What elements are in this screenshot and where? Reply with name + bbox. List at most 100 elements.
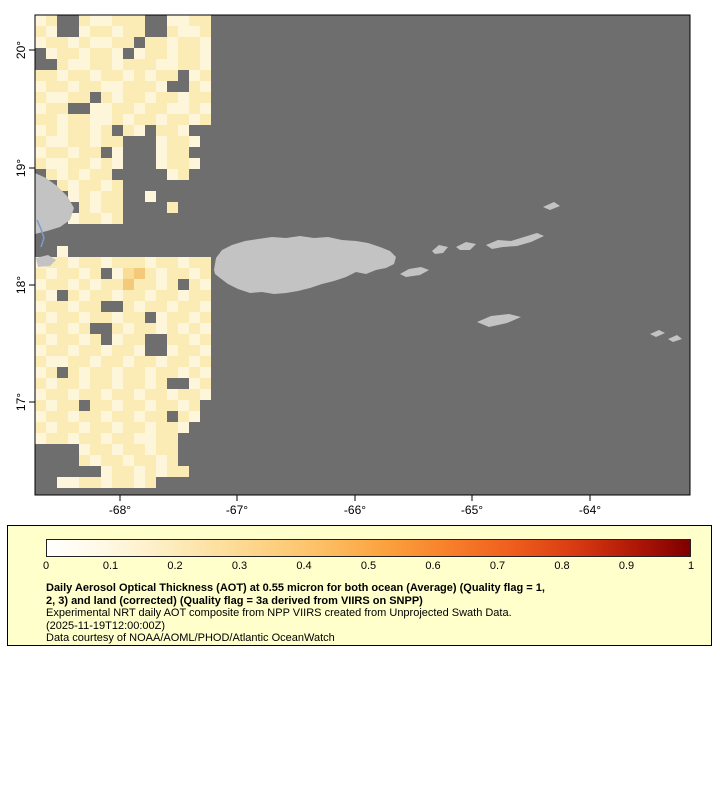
- aot-cell: [68, 125, 79, 136]
- aot-cell: [189, 323, 200, 334]
- aot-cell: [189, 103, 200, 114]
- aot-cell: [68, 477, 79, 488]
- x-axis-label: -68°: [109, 503, 131, 517]
- aot-cell: [68, 323, 79, 334]
- aot-cell: [178, 345, 189, 356]
- aot-cell: [145, 323, 156, 334]
- aot-cell: [35, 301, 46, 312]
- aot-cell: [57, 301, 68, 312]
- aot-cell: [101, 180, 112, 191]
- aot-cell: [134, 356, 145, 367]
- aot-cell: [145, 81, 156, 92]
- aot-cell: [123, 37, 134, 48]
- aot-cell: [35, 114, 46, 125]
- aot-cell: [90, 59, 101, 70]
- aot-cell: [123, 268, 134, 279]
- aot-cell: [145, 70, 156, 81]
- aot-cell: [90, 158, 101, 169]
- aot-cell: [79, 158, 90, 169]
- aot-cell: [134, 433, 145, 444]
- aot-cell: [178, 37, 189, 48]
- aot-cell: [167, 279, 178, 290]
- aot-cell: [200, 279, 211, 290]
- aot-cell: [79, 323, 90, 334]
- aot-cell: [112, 70, 123, 81]
- coastline-detail: [36, 219, 45, 248]
- aot-cell: [68, 37, 79, 48]
- aot-cell: [156, 59, 167, 70]
- aot-cell: [200, 48, 211, 59]
- aot-cell: [57, 114, 68, 125]
- aot-cell: [134, 103, 145, 114]
- aot-cell: [79, 356, 90, 367]
- aot-cell: [156, 268, 167, 279]
- aot-cell: [156, 158, 167, 169]
- colorbar-tick-label: 0.8: [554, 560, 570, 572]
- aot-cell: [35, 26, 46, 37]
- aot-cell: [167, 70, 178, 81]
- aot-cell: [167, 367, 178, 378]
- aot-cell: [90, 147, 101, 158]
- aot-cell: [101, 411, 112, 422]
- aot-cell: [112, 466, 123, 477]
- aot-cell: [200, 70, 211, 81]
- aot-cell: [167, 455, 178, 466]
- aot-cell: [156, 136, 167, 147]
- aot-cell: [101, 345, 112, 356]
- aot-cell: [112, 477, 123, 488]
- aot-cell: [46, 367, 57, 378]
- aot-cell: [101, 279, 112, 290]
- aot-cell: [156, 37, 167, 48]
- aot-cell: [35, 378, 46, 389]
- aot-cell: [101, 26, 112, 37]
- aot-cell: [46, 103, 57, 114]
- aot-cell: [167, 59, 178, 70]
- aot-cell: [57, 180, 68, 191]
- y-axis-label: 18°: [14, 276, 28, 294]
- colorbar-tick-label: 0: [42, 560, 50, 572]
- aot-cell: [134, 279, 145, 290]
- aot-cell: [134, 400, 145, 411]
- aot-cell: [178, 92, 189, 103]
- aot-cell: [123, 257, 134, 268]
- aot-cell: [57, 136, 68, 147]
- aot-cell: [101, 400, 112, 411]
- y-axis-label: 17°: [14, 393, 28, 411]
- aot-cell: [145, 290, 156, 301]
- aot-cell: [123, 367, 134, 378]
- aot-cell: [101, 367, 112, 378]
- aot-cell: [178, 334, 189, 345]
- aot-cell: [134, 323, 145, 334]
- aot-cell: [35, 81, 46, 92]
- aot-cell: [189, 136, 200, 147]
- aot-cell: [156, 114, 167, 125]
- aot-cell: [178, 114, 189, 125]
- aot-cell: [90, 37, 101, 48]
- aot-cell: [57, 37, 68, 48]
- aot-cell: [189, 279, 200, 290]
- aot-cell: [156, 81, 167, 92]
- aot-cell: [189, 92, 200, 103]
- aot-cell: [35, 103, 46, 114]
- aot-cell: [200, 378, 211, 389]
- aot-cell: [101, 356, 112, 367]
- aot-cell: [145, 191, 156, 202]
- aot-cell: [123, 345, 134, 356]
- aot-cell: [112, 26, 123, 37]
- aot-cell: [46, 433, 57, 444]
- aot-cell: [90, 257, 101, 268]
- aot-cell: [46, 323, 57, 334]
- aot-cell: [101, 202, 112, 213]
- aot-cell: [134, 367, 145, 378]
- aot-cell: [79, 81, 90, 92]
- colorbar-tick-label: 0.1: [102, 560, 119, 572]
- aot-cell: [134, 477, 145, 488]
- aot-cell: [112, 411, 123, 422]
- aot-cell: [46, 334, 57, 345]
- y-axis-label: 19°: [14, 159, 28, 177]
- aot-cell: [123, 323, 134, 334]
- aot-cell: [101, 103, 112, 114]
- aot-cell: [68, 400, 79, 411]
- aot-cell: [79, 345, 90, 356]
- aot-cell: [35, 323, 46, 334]
